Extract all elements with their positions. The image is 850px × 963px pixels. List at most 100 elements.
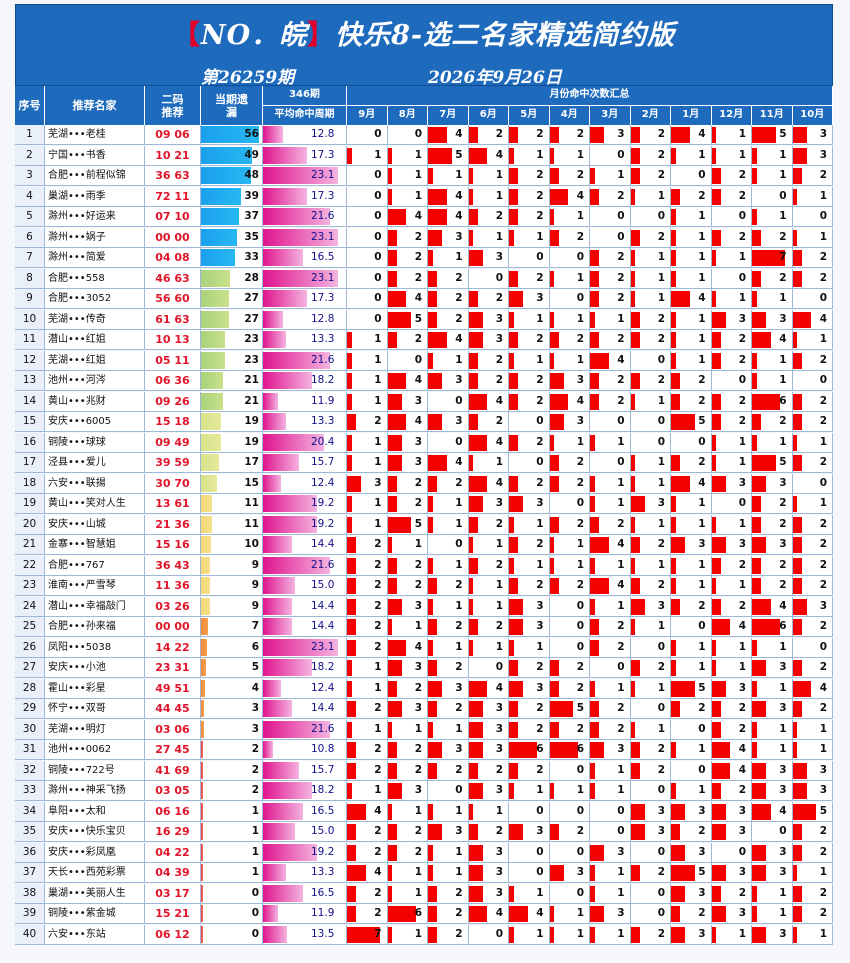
month-hit-bar [752,578,762,594]
month-hit-bar [347,721,352,738]
month-hit-value: 2 [657,312,665,325]
month-hit-value: 2 [374,825,382,837]
month-hit-value: 2 [455,702,463,714]
avg-period-cell: 23.1 [263,227,347,248]
month-hit-bar [428,639,433,656]
avg-period-bar [263,802,303,820]
month-hit-value: 3 [819,784,827,796]
month-hit-bar [590,578,609,594]
month-hit-cell: 1 [428,514,469,535]
avg-period-bar [263,454,299,471]
month-hit-bar [711,393,721,410]
month-hit-bar [468,578,474,594]
month-hit-value: 3 [576,415,584,427]
month-hit-bar [387,557,397,574]
month-hit-bar [347,557,357,574]
month-hit-cell: 2 [509,391,550,412]
month-hit-value: 1 [536,784,544,796]
month-hit-bar [347,414,357,430]
pick-numbers: 23 31 [145,658,201,678]
month-hit-bar [428,250,433,266]
month-hit-cell: 2 [428,309,469,330]
month-hit-value: 0 [617,456,625,468]
month-hit-value: 1 [617,435,625,448]
month-hit-cell: 0 [752,186,793,207]
miss-bar [201,331,225,348]
month-hit-cell: 3 [630,801,671,822]
month-hit-value: 3 [495,251,503,263]
current-miss-cell: 3 [201,719,263,740]
month-header: 12月 [711,105,752,125]
month-hit-cell: 2 [792,576,833,596]
avg-period-cell: 16.5 [263,248,347,268]
month-hit-cell: 2 [792,412,833,432]
miss-bar [201,556,211,574]
table-row: 23 淮南•••严雪琴 11 36 9 15.0 2 2 2 1 2 2 4 2 1 1 2 2 [15,576,833,596]
month-hit-bar [468,332,483,348]
month-hit-cell: 1 [428,863,469,883]
month-hit-value: 0 [495,271,503,284]
month-hit-bar [792,598,807,615]
month-hit-value: 1 [657,292,665,304]
month-header: 7月 [428,105,469,125]
month-hit-cell: 1 [671,514,712,535]
month-hit-value: 1 [698,271,706,284]
month-hit-cell: 2 [387,740,428,760]
month-hit-value: 2 [536,702,544,714]
month-hit-value: 1 [617,866,625,878]
month-hit-value: 1 [576,784,584,796]
month-hit-bar [711,926,717,943]
avg-period-bar [263,372,313,389]
month-hit-cell: 1 [347,371,388,391]
month-hit-bar [347,393,352,410]
table-row: 20 安庆•••山城 21 36 11 19.2 1 5 1 2 1 2 2 1 1 1 2 2 [15,514,833,535]
month-hit-cell: 2 [387,760,428,781]
month-hit-bar [387,619,393,635]
month-hit-cell: 4 [509,904,550,924]
expert-name: 天长•••西苑彩票 [45,863,145,883]
month-hit-bar [468,455,474,471]
month-hit-value: 0 [819,374,827,386]
month-hit-cell: 3 [752,924,793,945]
month-hit-bar [671,496,676,512]
month-hit-cell: 2 [549,227,590,248]
month-hit-bar [347,803,366,820]
month-hit-cell: 0 [549,494,590,514]
avg-period-cell: 18.2 [263,781,347,801]
table-row: 10 芜湖•••传奇 61 63 27 12.8 0 5 2 3 1 1 1 2 1 3 3 4 [15,309,833,330]
month-hit-bar [549,414,564,430]
table-row: 2 宁国•••书香 10 21 49 17.3 1 1 5 4 1 1 0 2 1 1 1 3 [15,145,833,166]
month-hit-bar [711,434,717,451]
month-hit-bar [630,680,636,697]
month-hit-bar [509,209,519,225]
month-hit-bar [468,127,478,143]
row-index: 36 [15,842,45,863]
month-hit-bar [347,373,352,389]
avg-period-cell: 14.4 [263,699,347,719]
pick-numbers: 07 10 [145,207,201,227]
month-hit-value: 3 [819,599,827,612]
month-hit-value: 1 [779,886,787,899]
month-hit-bar [549,516,559,533]
month-hit-value: 5 [819,804,827,817]
month-hit-cell: 4 [468,432,509,453]
month-hit-value: 0 [576,845,584,858]
avg-period-value: 18.2 [311,661,335,673]
pick-numbers: 44 45 [145,699,201,719]
month-hit-cell: 0 [549,801,590,822]
month-hit-bar [711,598,721,615]
month-hit-cell: 1 [428,555,469,576]
month-hit-bar [711,742,731,758]
avg-period-cell: 18.2 [263,658,347,678]
miss-bar [201,843,203,861]
month-hit-cell: 0 [428,535,469,555]
avg-period-value: 12.4 [311,476,335,489]
month-hit-cell: 2 [509,699,550,719]
month-hit-bar [509,147,514,164]
month-hit-cell: 4 [387,371,428,391]
month-hit-cell: 3 [468,309,509,330]
month-hit-cell: 1 [428,596,469,617]
month-hit-value: 1 [657,271,665,284]
title-no: NO．皖 [200,20,308,51]
month-hit-cell: 3 [792,596,833,617]
